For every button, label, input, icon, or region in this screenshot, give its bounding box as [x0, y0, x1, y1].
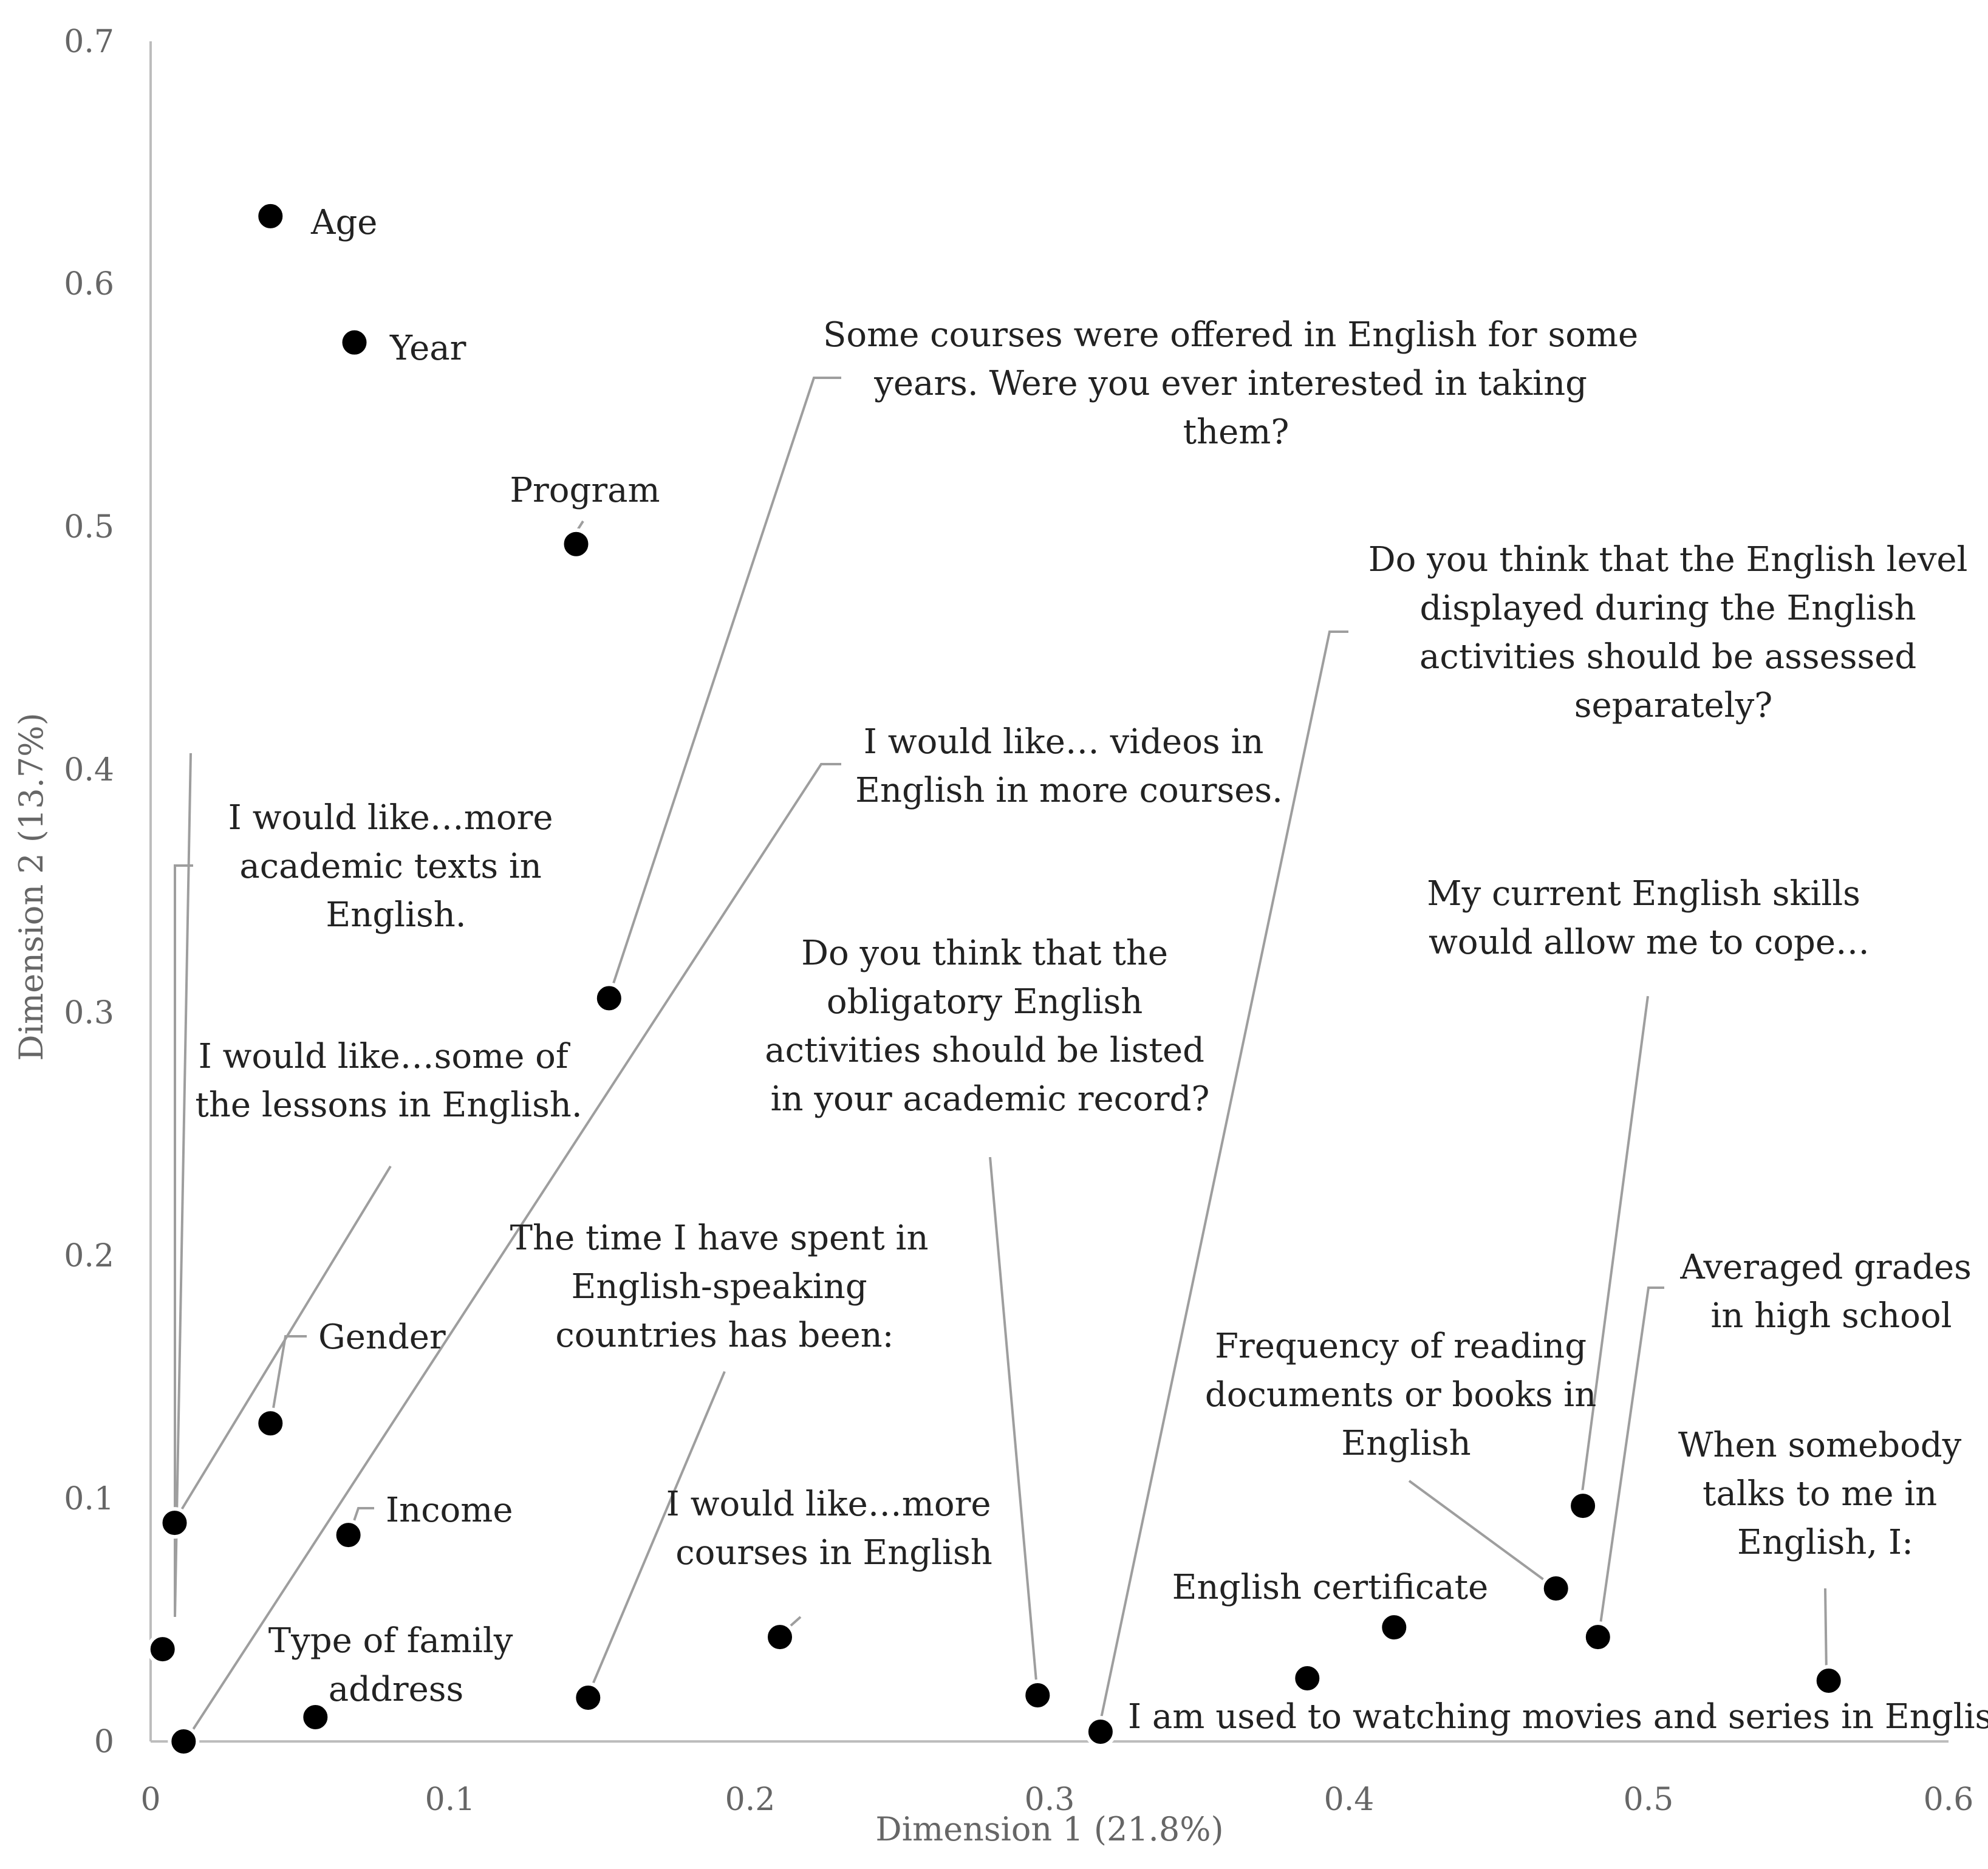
point-label: Gender — [318, 1317, 446, 1357]
y-tick-label: 0.2 — [64, 1238, 114, 1274]
point-label: Averaged grades in high school — [1679, 1248, 1982, 1336]
point-label: I would like… videos in English in more … — [855, 722, 1283, 810]
point-label: Type of family address — [268, 1621, 524, 1709]
data-point-current-skills — [1567, 1490, 1599, 1522]
x-tick-label: 0.2 — [725, 1782, 776, 1818]
y-axis-title: Dimension 2 (13.7%) — [12, 712, 50, 1061]
leader-lines — [174, 377, 1828, 1743]
data-point-time-spent — [572, 1682, 604, 1714]
data-point-videos-english — [168, 1726, 200, 1757]
point-label: Age — [310, 203, 377, 242]
x-tick-label: 0.4 — [1324, 1782, 1375, 1818]
data-point-academic-texts — [146, 1633, 179, 1666]
point-label: I would like…some of the lessons in Engl… — [195, 1037, 582, 1125]
y-tick-label: 0.1 — [64, 1481, 114, 1517]
leader-line — [270, 1335, 307, 1420]
point-label: Frequency of reading documents or books … — [1205, 1327, 1607, 1463]
point-label: Do you think that the obligatory English… — [765, 934, 1215, 1119]
data-point-program — [560, 528, 592, 560]
leader-line — [1408, 1480, 1554, 1588]
point-label: I am used to watching movies and series … — [1128, 1697, 1988, 1737]
data-point-movies-series — [1291, 1662, 1324, 1694]
x-tick-label: 0 — [140, 1782, 160, 1818]
data-point-gender — [254, 1407, 287, 1440]
leader-line — [1097, 630, 1348, 1733]
y-tick-label: 0.3 — [64, 995, 114, 1031]
y-tick-label: 0.5 — [64, 509, 114, 545]
leader-line — [184, 763, 841, 1743]
x-axis-title: Dimension 1 (21.8%) — [875, 1810, 1223, 1848]
y-axis-ticks: 0 0.1 0.2 0.3 0.4 0.5 0.6 0.7 — [64, 24, 114, 1760]
leader-line — [1824, 1588, 1828, 1676]
point-label: English certificate — [1172, 1568, 1489, 1607]
x-tick-label: 0.3 — [1025, 1782, 1075, 1818]
point-label: Some courses were offered in English for… — [823, 315, 1649, 452]
data-point-level-assessed — [1084, 1716, 1116, 1748]
leader-line — [174, 753, 193, 1618]
y-tick-label: 0.6 — [64, 266, 114, 302]
data-point-year — [338, 326, 371, 358]
data-point-age — [254, 200, 287, 232]
leader-line — [1597, 1286, 1664, 1637]
point-label: Do you think that the English level disp… — [1368, 540, 1978, 725]
x-tick-label: 0.5 — [1624, 1782, 1674, 1818]
y-tick-label: 0 — [94, 1724, 114, 1760]
data-point-averaged-grades — [1582, 1621, 1614, 1653]
x-axis-ticks: 0 0.1 0.2 0.3 0.4 0.5 0.6 — [140, 1782, 1973, 1818]
data-point-income — [332, 1519, 364, 1551]
point-label: Year — [389, 329, 466, 368]
data-point-somebody-talks — [1812, 1665, 1845, 1696]
data-point-english-certificate — [1378, 1611, 1410, 1644]
point-label: My current English skills would allow me… — [1427, 874, 1871, 962]
x-tick-label: 0.1 — [425, 1782, 476, 1818]
data-point-more-courses — [764, 1621, 796, 1653]
leader-line — [1579, 996, 1649, 1506]
data-point-obligatory-activities — [1022, 1679, 1054, 1711]
data-points — [146, 200, 1845, 1757]
x-tick-label: 0.6 — [1924, 1782, 1974, 1818]
y-tick-label: 0.7 — [64, 24, 114, 60]
point-label: I would like…more courses in English — [666, 1485, 1002, 1573]
data-point-reading-frequency — [1540, 1573, 1572, 1605]
y-tick-label: 0.4 — [64, 752, 114, 788]
data-point-family-address — [299, 1701, 332, 1733]
leader-line — [989, 1157, 1039, 1695]
leader-line — [608, 377, 841, 997]
point-label: The time I have spent in English-speakin… — [510, 1218, 940, 1355]
data-point-some-courses — [593, 982, 625, 1014]
leader-line — [586, 1371, 726, 1698]
point-label: Program — [510, 471, 660, 510]
point-label: When somebody talks to me in English, I: — [1678, 1426, 1972, 1562]
point-label: I would like…more academic texts in Engl… — [228, 798, 564, 935]
data-point-lessons-english — [159, 1507, 191, 1539]
point-labels: Age Year Program Some courses were offer… — [195, 203, 1988, 1737]
point-label: Income — [386, 1491, 513, 1530]
